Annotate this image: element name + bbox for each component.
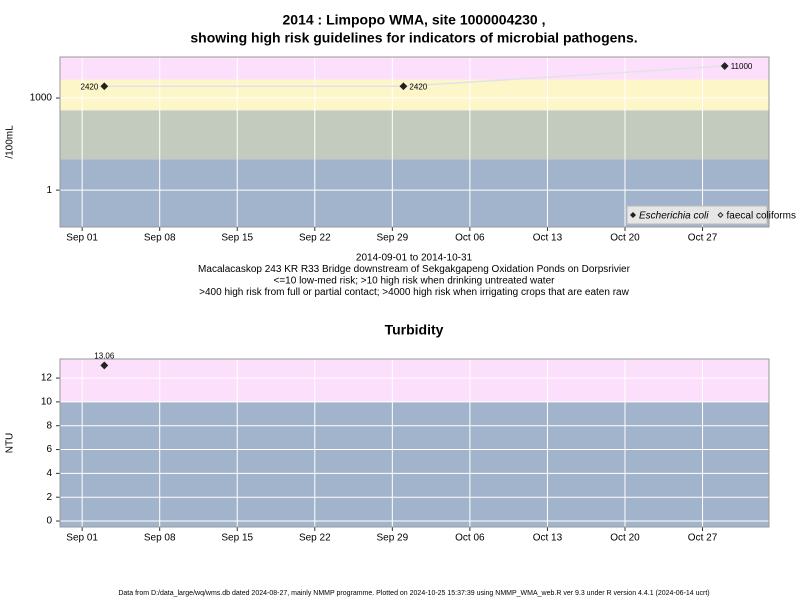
note: <=10 low-med risk; >10 high risk when dr…	[274, 276, 556, 287]
note: 2014-09-01 to 2014-10-31	[356, 253, 473, 264]
value-label: 2420	[81, 82, 99, 91]
x-tick-label: Sep 01	[66, 533, 98, 544]
risk-band	[60, 57, 769, 80]
plot-frame	[59, 56, 770, 228]
x-tick-label: Oct 27	[688, 233, 718, 244]
x-tick-label: Sep 08	[144, 533, 176, 544]
value-label: 11000	[731, 62, 753, 71]
x-tick-label: Oct 06	[455, 233, 485, 244]
x-tick-label: Sep 29	[376, 533, 408, 544]
legend-box	[626, 205, 768, 225]
x-tick-label: Sep 01	[66, 233, 98, 244]
risk-band	[60, 79, 769, 111]
x-tick-label: Sep 08	[144, 233, 176, 244]
legend-label: Escherichia coli	[639, 211, 709, 222]
x-tick-label: Oct 13	[533, 233, 563, 244]
x-tick-label: Oct 06	[455, 533, 485, 544]
y-tick-label: 1	[46, 185, 52, 196]
value-label: 13.06	[94, 352, 115, 361]
x-tick-label: Sep 15	[221, 533, 253, 544]
y-tick-label: 2	[46, 492, 52, 503]
x-tick-label: Oct 13	[533, 533, 563, 544]
y-tick-label: 6	[46, 444, 52, 455]
plot-frame	[59, 358, 770, 528]
data-point	[100, 82, 109, 91]
x-tick-label: Sep 29	[376, 233, 408, 244]
legend-marker	[629, 211, 637, 219]
legend-marker	[717, 211, 724, 219]
chart-title: Turbidity	[385, 322, 444, 338]
risk-band	[60, 110, 769, 160]
data-point	[100, 361, 109, 370]
x-tick-label: Sep 22	[299, 233, 331, 244]
note: Macalacaskop 243 KR R33 Bridge downstrea…	[198, 264, 631, 275]
x-tick-label: Sep 22	[299, 533, 331, 544]
y-tick-label: 1000	[30, 93, 53, 104]
risk-band	[60, 359, 769, 402]
y-axis-label: /100mL	[5, 125, 16, 159]
value-label: 2420	[409, 82, 427, 91]
risk-band	[60, 401, 769, 527]
y-tick-label: 8	[46, 420, 52, 431]
y-axis-label: NTU	[5, 433, 16, 454]
x-tick-label: Sep 15	[221, 233, 253, 244]
note: >400 high risk from full or partial cont…	[199, 287, 629, 298]
chart-title: 2014 : Limpopo WMA, site 1000004230 ,	[283, 12, 546, 28]
y-tick-label: 0	[46, 516, 52, 527]
legend-label: faecal coliforms	[726, 211, 795, 222]
y-tick-label: 4	[46, 468, 52, 479]
y-tick-label: 12	[41, 373, 53, 384]
footer: Data from D:/data_large/wq/wms.db dated …	[118, 590, 709, 597]
x-tick-label: Oct 20	[610, 533, 640, 544]
data-point	[399, 82, 408, 91]
data-point	[720, 62, 729, 70]
x-tick-label: Oct 20	[610, 233, 640, 244]
chart-subtitle: showing high risk guidelines for indicat…	[190, 30, 637, 46]
y-tick-label: 10	[41, 397, 53, 408]
x-tick-label: Oct 27	[688, 533, 718, 544]
